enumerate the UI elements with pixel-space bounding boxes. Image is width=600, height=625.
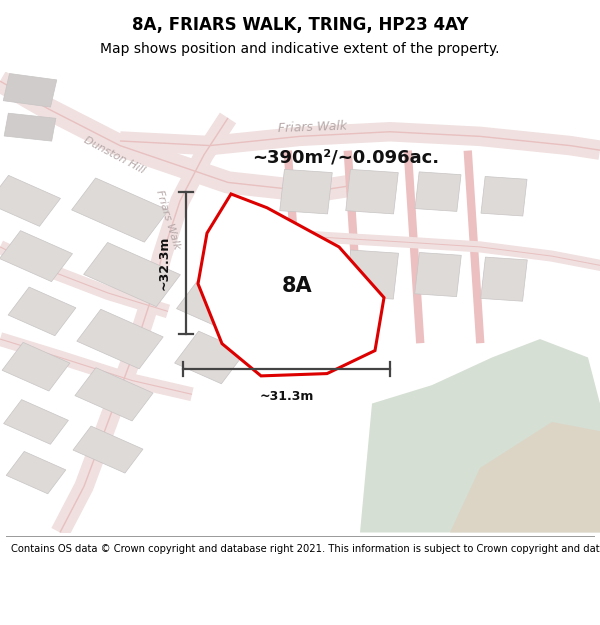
Polygon shape	[346, 250, 398, 299]
Polygon shape	[83, 242, 181, 307]
Text: Friars Walk: Friars Walk	[154, 188, 182, 250]
Polygon shape	[0, 176, 61, 226]
Polygon shape	[280, 246, 332, 294]
Text: 8A, FRIARS WALK, TRING, HP23 4AY: 8A, FRIARS WALK, TRING, HP23 4AY	[132, 16, 468, 34]
Polygon shape	[8, 287, 76, 336]
Polygon shape	[346, 169, 398, 214]
Text: Contains OS data © Crown copyright and database right 2021. This information is : Contains OS data © Crown copyright and d…	[11, 544, 600, 554]
Polygon shape	[6, 451, 66, 494]
Text: ~31.3m: ~31.3m	[259, 390, 314, 402]
Text: ~390m²/~0.096ac.: ~390m²/~0.096ac.	[252, 148, 439, 166]
Polygon shape	[360, 339, 600, 532]
Polygon shape	[198, 194, 384, 376]
Polygon shape	[0, 231, 73, 282]
Polygon shape	[77, 309, 163, 369]
Polygon shape	[176, 272, 256, 332]
Polygon shape	[415, 253, 461, 297]
Polygon shape	[415, 172, 461, 211]
Polygon shape	[4, 113, 56, 141]
Text: ~32.3m: ~32.3m	[158, 236, 171, 290]
Text: Friars Walk: Friars Walk	[277, 119, 347, 135]
Polygon shape	[75, 368, 153, 421]
Polygon shape	[73, 426, 143, 473]
Polygon shape	[175, 331, 245, 384]
Polygon shape	[3, 74, 57, 107]
Polygon shape	[481, 257, 527, 301]
Polygon shape	[71, 178, 169, 242]
Text: Map shows position and indicative extent of the property.: Map shows position and indicative extent…	[100, 42, 500, 56]
Text: Dunston Hill: Dunston Hill	[82, 134, 146, 175]
Polygon shape	[280, 169, 332, 214]
Text: 8A: 8A	[281, 276, 313, 296]
Polygon shape	[481, 176, 527, 216]
Polygon shape	[450, 422, 600, 532]
Polygon shape	[2, 342, 70, 391]
Polygon shape	[4, 399, 68, 444]
